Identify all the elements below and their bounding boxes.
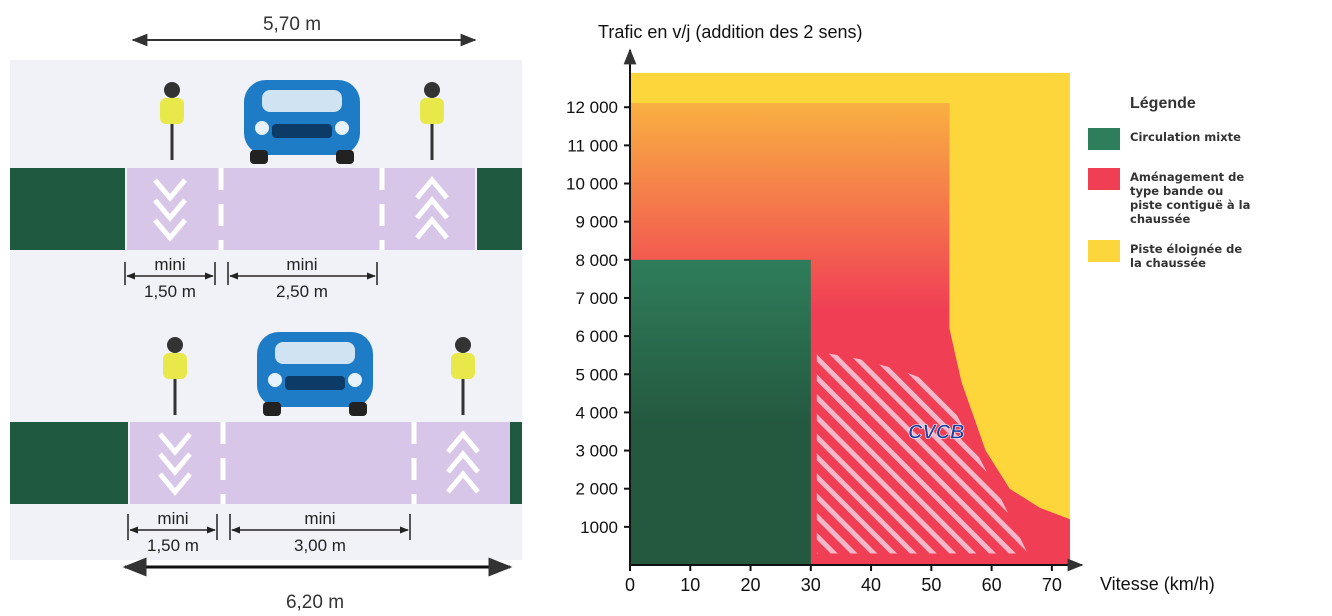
x-tick-label: 0 [625,575,635,595]
y-tick-label: 11 000 [567,136,618,155]
lane-size: 3,00 m [294,536,346,555]
y-tick-label: 2 000 [575,480,618,499]
annotation-label: CVCB [908,421,965,443]
width-label: 5,70 m [263,14,321,35]
x-tick-label: 20 [741,575,761,595]
y-tick-label: 7 000 [575,289,618,308]
legend-label: Circulation mixte [1130,130,1241,144]
legend-label: Piste éloignée de la chaussée [1130,242,1243,270]
x-tick-label: 60 [982,575,1002,595]
lane-label: mini [286,255,317,274]
dimension-top [124,262,378,285]
annotation-zone [816,351,1028,554]
y-tick-label: 3 000 [575,442,618,461]
width-label: 6,20 m [286,592,344,613]
x-tick-label: 70 [1042,575,1062,595]
x-axis-title: Vitesse (km/h) [1100,574,1215,594]
legend-title: Légende [1130,95,1196,112]
road-top [10,80,522,250]
legend-swatch [1088,168,1120,190]
x-tick-label: 10 [680,575,700,595]
x-tick-label: 50 [921,575,941,595]
lane-size: 1,50 m [147,536,199,555]
zone-shade [630,259,811,565]
y-tick-label: 1000 [580,518,618,537]
y-tick-label: 10 000 [566,175,618,194]
lane-label: mini [304,509,335,528]
plot-area: CVCB 1000 2 000 3 000 4 000 5 000 6 000 7 000 8 … [566,48,1084,595]
lane-label: mini [157,509,188,528]
lane-size: 2,50 m [276,282,328,301]
y-tick-label: 4 000 [575,403,618,422]
y-tick-label: 12 000 [566,98,618,117]
x-tick-label: 40 [861,575,881,595]
y-tick-label: 8 000 [575,251,618,270]
lane-label: mini [154,255,185,274]
legend-label: Aménagement de type bande ou piste conti… [1130,170,1251,226]
legend-swatch [1088,128,1120,150]
dimension-bottom [127,514,411,540]
y-axis-title: Trafic en v/j (addition des 2 sens) [598,22,862,42]
y-tick-label: 6 000 [575,327,618,346]
x-tick-label: 30 [801,575,821,595]
road-bottom [10,332,522,504]
y-tick-label: 9 000 [575,213,618,232]
y-tick-label: 5 000 [575,365,618,384]
lane-size: 1,50 m [144,282,196,301]
legend-swatch [1088,240,1120,262]
